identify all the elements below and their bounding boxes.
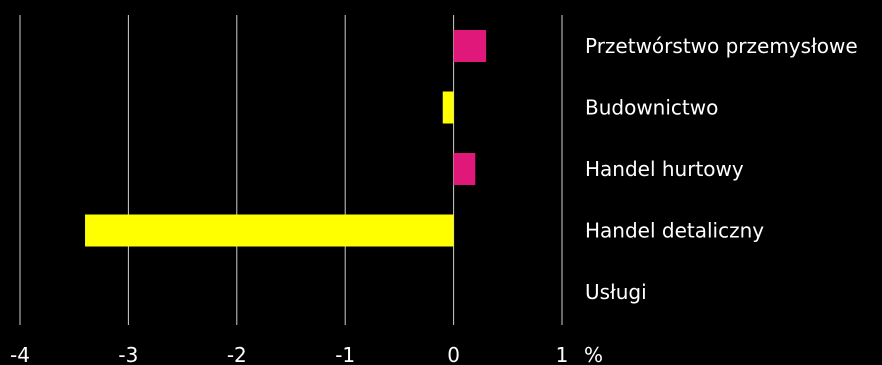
x-tick-label: 0 xyxy=(447,343,460,365)
x-tick-label: -4 xyxy=(10,343,30,365)
category-labels: Przetwórstwo przemysłowe Budownictwo Hande… xyxy=(585,34,858,304)
category-label: Przetwórstwo przemysłowe xyxy=(585,34,858,58)
x-unit-label: % xyxy=(584,343,603,365)
category-label: Usługi xyxy=(585,280,647,304)
bars xyxy=(85,30,487,247)
bar-0 xyxy=(453,30,487,62)
x-tick-label: -1 xyxy=(335,343,355,365)
x-tick-label: 1 xyxy=(556,343,569,365)
category-label: Handel hurtowy xyxy=(585,157,744,181)
bar-1 xyxy=(442,91,454,124)
x-tick-label: -3 xyxy=(118,343,138,365)
category-label: Budownictwo xyxy=(585,96,718,120)
bar-2 xyxy=(453,153,476,185)
x-tick-labels: -4 -3 -2 -1 0 1% xyxy=(10,343,603,365)
category-label: Handel detaliczny xyxy=(585,219,764,243)
bar-3 xyxy=(85,214,454,247)
x-tick-label: -2 xyxy=(227,343,247,365)
